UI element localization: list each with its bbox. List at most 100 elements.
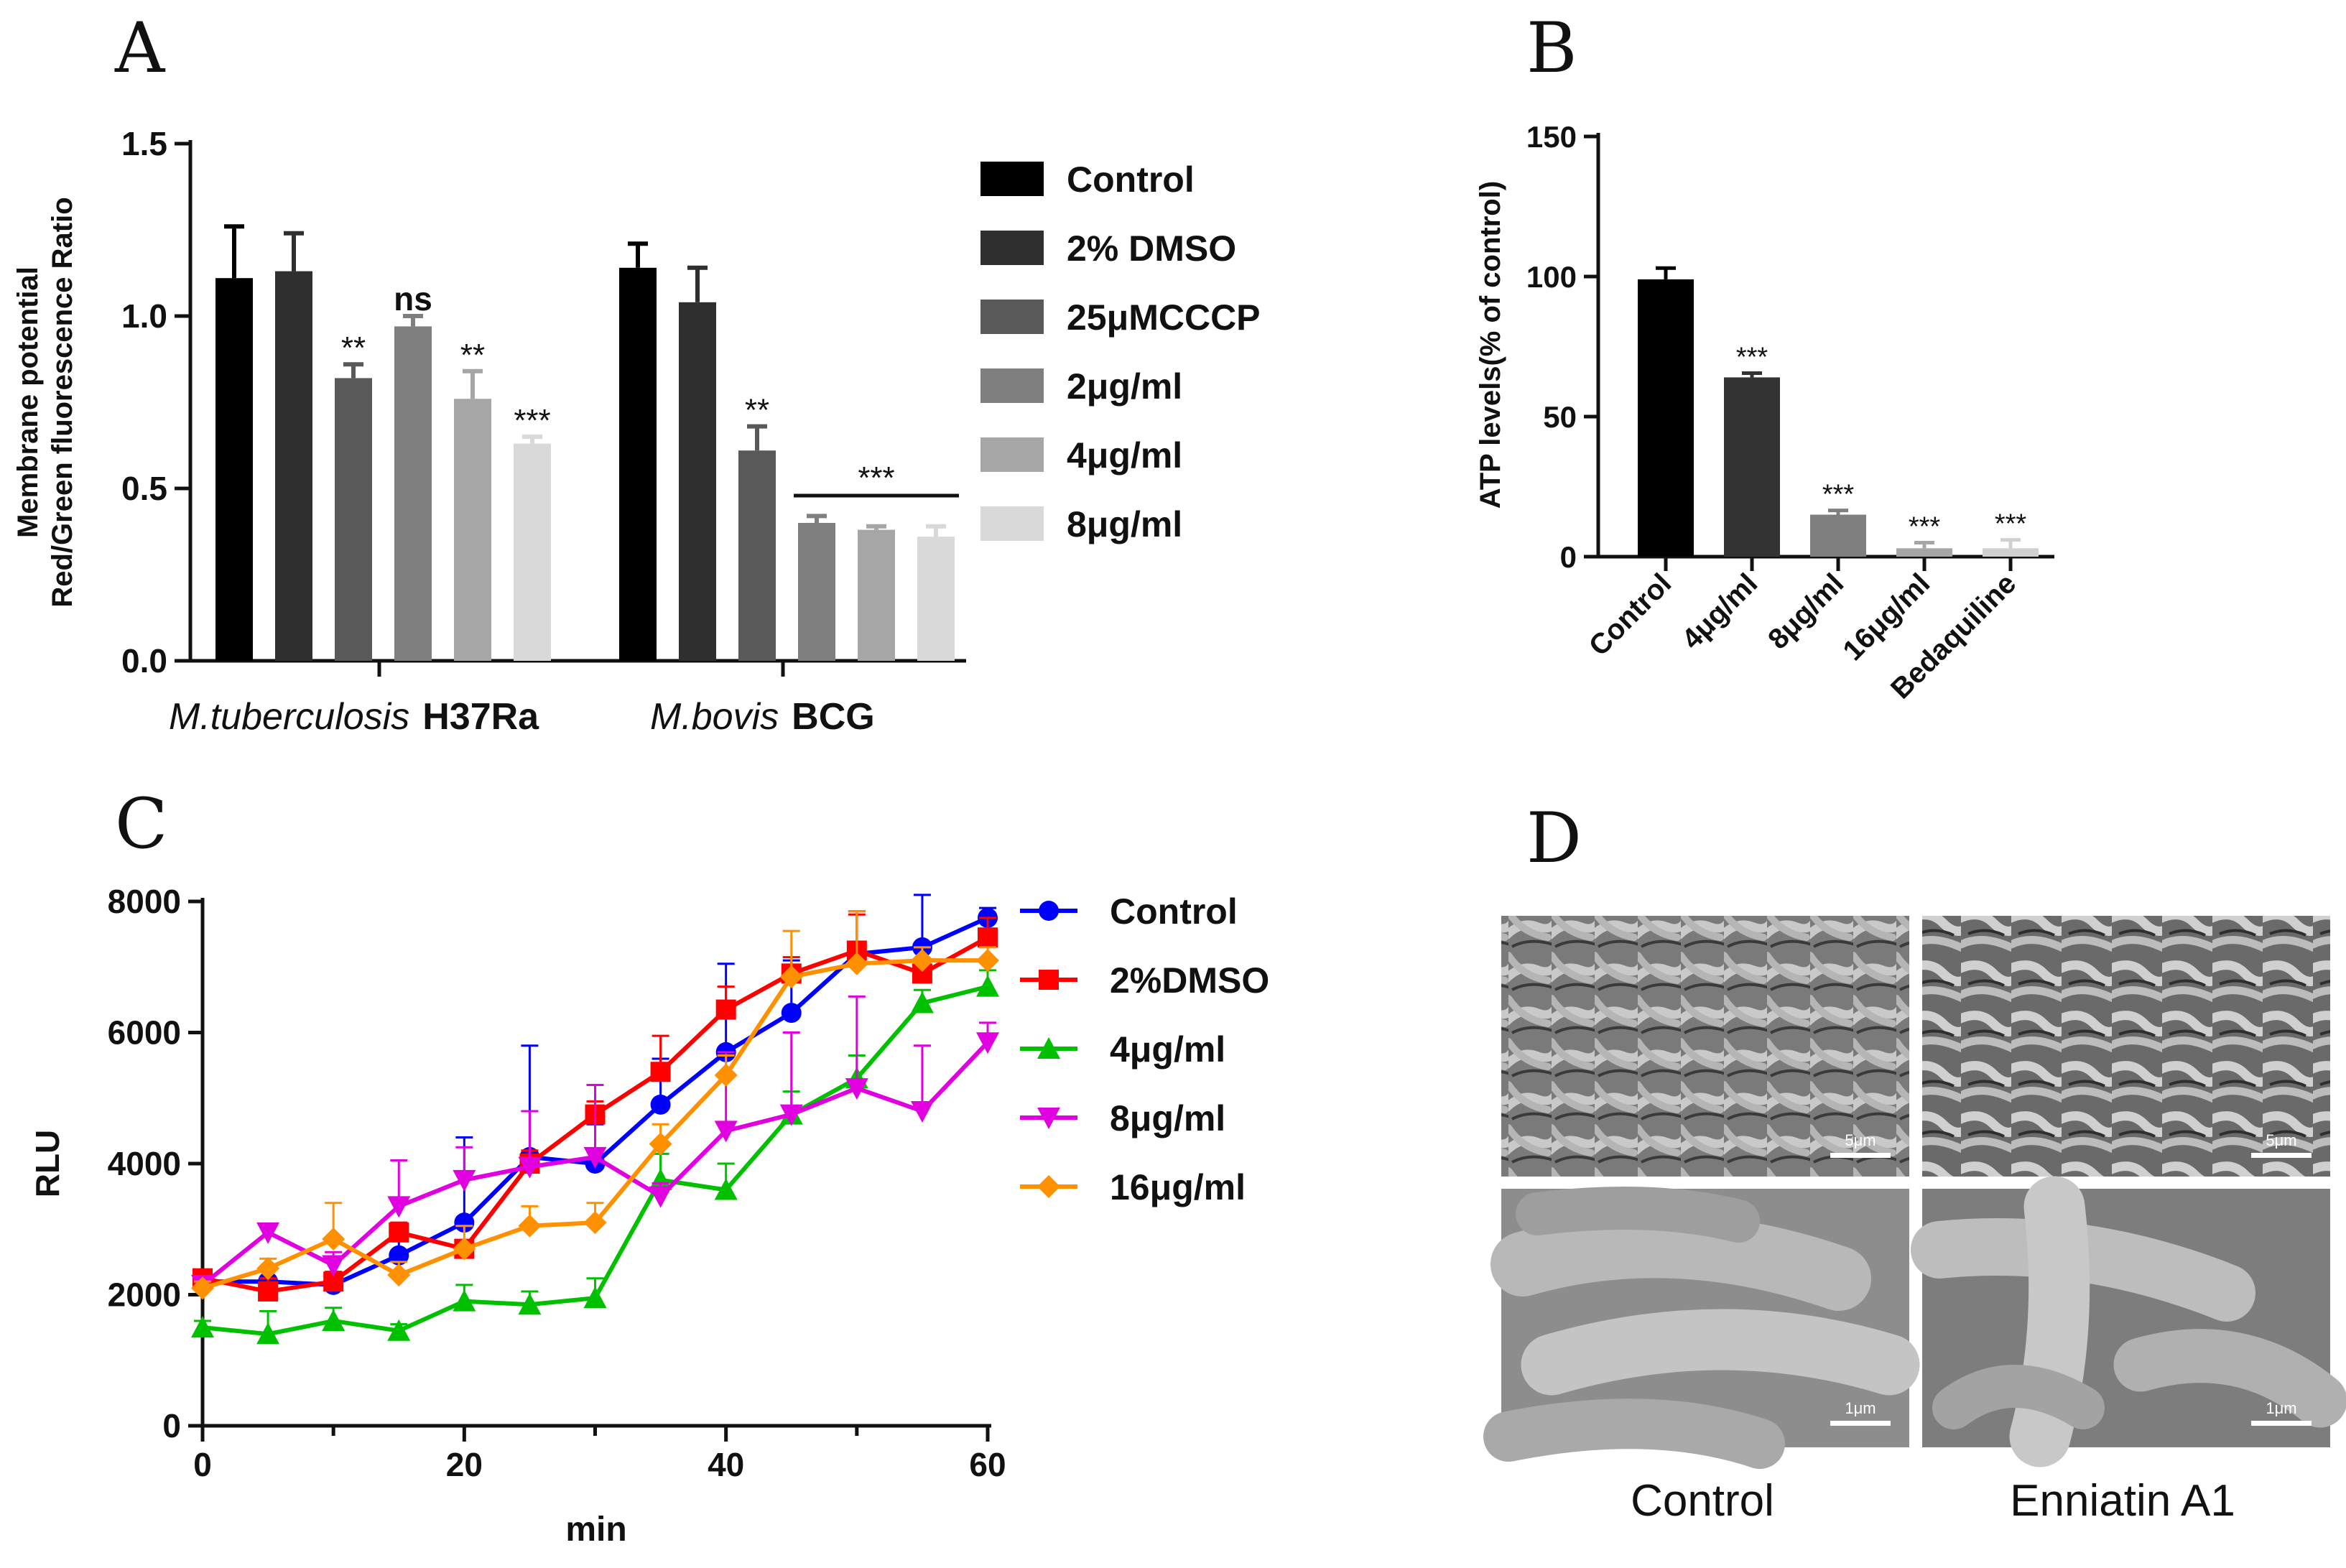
panel-letter-c: C xyxy=(115,784,167,864)
panel-c-point xyxy=(454,1212,475,1233)
panel-c-point xyxy=(453,1169,476,1192)
panel-c-point xyxy=(910,949,934,973)
panel-c-point xyxy=(976,1032,999,1054)
panel-a-bar xyxy=(798,523,835,661)
scalebar-4-label: 1μm xyxy=(2266,1399,2296,1417)
panel-c-point xyxy=(976,949,999,973)
legend-label: 8μg/ml xyxy=(1110,1098,1225,1138)
panel-b-xtick-label: 4μg/ml xyxy=(1676,567,1763,655)
panel-b-bar xyxy=(1638,279,1694,557)
panel-a-significance: ** xyxy=(745,393,769,428)
panel-c-point xyxy=(389,1245,409,1266)
scalebar-3: 1μm xyxy=(1830,1399,1891,1426)
legend-marker xyxy=(1037,1175,1060,1198)
sem-image-enniatin-low-mag xyxy=(1922,916,2330,1177)
panel-c-point xyxy=(715,999,736,1020)
panel-a-ytick-label: 1.0 xyxy=(121,297,167,335)
panel-c-point xyxy=(714,1178,738,1200)
panel-c-point xyxy=(781,1003,802,1024)
panel-c-xtick-label: 60 xyxy=(969,1446,1006,1483)
panel-a-bar xyxy=(738,450,776,661)
panel-c-point xyxy=(191,1316,214,1338)
panel-b-significance: *** xyxy=(1909,512,1941,542)
panel-c-point xyxy=(845,1078,868,1100)
panel-c-point xyxy=(583,1286,607,1309)
legend-swatch xyxy=(980,368,1044,403)
panel-b-xtick-label: 8μg/ml xyxy=(1762,567,1850,655)
legend-swatch xyxy=(980,506,1044,541)
panel-b-significance: *** xyxy=(1736,343,1768,373)
panel-a-significance: ** xyxy=(460,338,485,373)
panel-c-point xyxy=(779,1104,803,1126)
legend-label: 16μg/ml xyxy=(1110,1167,1246,1207)
group-2-italic: M.bovis xyxy=(650,696,779,738)
legend-label: 25μMCCCP xyxy=(1067,297,1261,338)
legend-swatch xyxy=(980,300,1044,334)
panel-c-point xyxy=(714,1121,738,1143)
panel-a-bar xyxy=(454,399,491,661)
scalebar-2-bar xyxy=(2251,1153,2312,1158)
legend-marker xyxy=(1037,1037,1060,1059)
panel-c-point xyxy=(910,991,934,1013)
scalebar-4-bar xyxy=(2251,1421,2312,1426)
panel-c-point xyxy=(387,1196,411,1218)
panel-c-point xyxy=(649,1168,672,1190)
panel-d: D 5μm 5μm 1μm 1μm xyxy=(1483,798,2346,1526)
scalebar-1-label: 5μm xyxy=(1845,1131,1876,1149)
legend-swatch xyxy=(980,437,1044,472)
panel-c-point xyxy=(518,1293,542,1315)
panel-a-group-label-2: M.bovis BCG xyxy=(650,696,875,738)
panel-a-ytick-label: 1.5 xyxy=(121,125,167,162)
panel-c-ylabel: RLU xyxy=(29,1130,66,1198)
scalebar-1-bar xyxy=(1830,1153,1891,1158)
panel-letter-b: B xyxy=(1526,8,1577,88)
panel-c-ytick-label: 4000 xyxy=(108,1145,181,1182)
group-1-bold: H37Ra xyxy=(422,696,539,738)
panel-c-ytick-label: 8000 xyxy=(108,883,181,920)
panel-a-significance: *** xyxy=(514,403,550,438)
panel-b-bar xyxy=(1983,548,2039,557)
panel-a-bar xyxy=(215,278,253,661)
panel-c-ytick-label: 0 xyxy=(162,1407,181,1444)
panel-c-point xyxy=(387,1263,411,1287)
panel-c-point xyxy=(256,1222,280,1244)
panel-c-point xyxy=(256,1322,280,1345)
panel-c-point xyxy=(322,1255,346,1277)
panel-c-point xyxy=(387,1319,411,1341)
panel-a: A Membrane potential Red/Green fluoresce… xyxy=(12,8,1261,738)
scalebar-2-label: 5μm xyxy=(2266,1131,2296,1149)
group-1-italic: M.tuberculosis xyxy=(169,696,409,738)
panel-a-significance: ** xyxy=(341,330,366,366)
panel-c-point xyxy=(649,1186,672,1208)
panel-b-ytick-label: 150 xyxy=(1526,120,1577,154)
panel-c-xtick-label: 40 xyxy=(708,1446,744,1483)
legend-label: Control xyxy=(1110,891,1238,932)
panel-a-group-label-1: M.tuberculosis H37Ra xyxy=(169,696,539,738)
legend-label: 8μg/ml xyxy=(1067,504,1182,544)
panel-c-point xyxy=(322,1227,346,1251)
panel-c-point xyxy=(191,1276,214,1300)
sem-rods-control xyxy=(1483,1187,1920,1469)
panel-c-xtick-label: 20 xyxy=(446,1446,483,1483)
panel-a-ytick-label: 0.0 xyxy=(121,642,167,679)
panel-letter-d: D xyxy=(1526,798,1582,878)
panel-c-point xyxy=(518,1214,542,1238)
legend-label: 4μg/ml xyxy=(1110,1029,1225,1070)
scalebar-2: 5μm xyxy=(2251,1131,2312,1158)
panel-b-bar xyxy=(1724,377,1780,557)
panel-c-point xyxy=(389,1222,409,1243)
panel-b: B ATP levels(% of control) 0 50 100 150 Cont… xyxy=(1475,8,2054,705)
panel-c-plot-area: 0 2000 4000 6000 8000 0 20 40 60 xyxy=(108,883,1006,1483)
legend-swatch xyxy=(980,231,1044,265)
panel-b-ytick-label: 100 xyxy=(1526,260,1577,294)
panel-c-legend: Control 2%DMSO 4μg/ml 8μg/ml 16μg/ml xyxy=(1020,891,1269,1207)
panel-a-bar xyxy=(679,302,716,661)
scalebar-4: 1μm xyxy=(2251,1399,2312,1426)
panel-a-bar xyxy=(619,267,657,661)
panel-c-point xyxy=(650,1094,671,1115)
panel-c-ytick-label: 2000 xyxy=(108,1276,181,1314)
legend-label: 2μg/ml xyxy=(1067,366,1182,407)
panel-a-bar xyxy=(394,326,432,661)
panel-c-point xyxy=(518,1156,542,1179)
panel-b-ytick-label: 0 xyxy=(1560,540,1577,574)
